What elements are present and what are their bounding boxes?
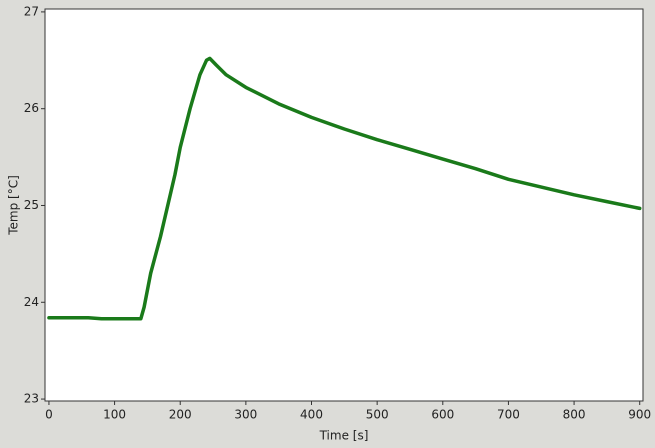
x-tick-label: 400	[300, 408, 323, 422]
y-tick-label: 27	[24, 4, 39, 18]
plot-area	[44, 8, 644, 402]
y-tick-label: 24	[24, 295, 39, 309]
x-tick-label: 600	[431, 408, 454, 422]
x-tick-label: 100	[103, 408, 126, 422]
x-tick-label: 900	[628, 408, 651, 422]
x-tick-label: 200	[169, 408, 192, 422]
y-tick-label: 23	[24, 392, 39, 406]
x-tick-label: 700	[497, 408, 520, 422]
x-tick-label: 800	[563, 408, 586, 422]
y-axis-label: Temp [°C]	[7, 175, 21, 236]
y-tick-label: 25	[24, 198, 39, 212]
x-tick-label: 300	[234, 408, 257, 422]
x-tick-label: 500	[366, 408, 389, 422]
data-line	[47, 56, 642, 321]
y-tick-label: 26	[24, 101, 39, 115]
x-tick-label: 0	[45, 408, 53, 422]
x-axis-label: Time [s]	[319, 429, 369, 443]
